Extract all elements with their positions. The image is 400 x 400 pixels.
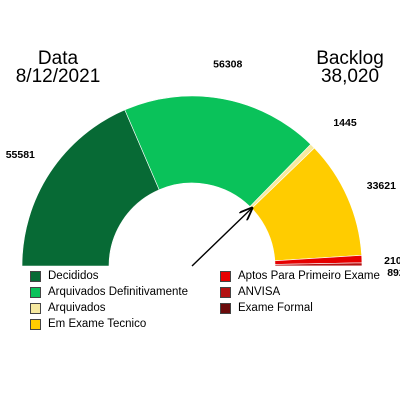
legend-label: Exame Formal: [238, 302, 313, 314]
legend-label: Arquivados: [48, 302, 106, 314]
legend-item-exame-formal: Exame Formal: [220, 302, 313, 314]
legend-item-em-exame-tecnico: Em Exame Tecnico: [30, 318, 146, 330]
data-label-anvisa: 892: [387, 267, 400, 279]
legend-label: Aptos Para Primeiro Exame: [238, 270, 380, 282]
legend-swatch: [220, 286, 231, 298]
date-block: Data 8/12/2021: [12, 48, 104, 87]
legend-item-arquivados: Arquivados: [30, 302, 106, 314]
legend-swatch: [220, 270, 231, 282]
date-value: 8/12/2021: [15, 66, 101, 87]
legend-item-decididos: Decididos: [30, 270, 99, 282]
backlog-block: Backlog 38,020: [300, 48, 400, 87]
legend-label: ANVISA: [238, 286, 281, 298]
legend-label: Em Exame Tecnico: [48, 318, 147, 330]
data-label-em-exame-tecnico: 33621: [367, 180, 396, 192]
legend-swatch: [30, 302, 41, 314]
legend-item-aptos-para-primeiro-exame: Aptos Para Primeiro Exame: [220, 270, 380, 282]
legend-label: Decididos: [48, 270, 99, 282]
backlog-value: 38,020: [320, 66, 380, 87]
legend-item-anvisa: ANVISA: [220, 286, 280, 298]
legend-item-arquivados-definitivamente: Arquivados Definitivamente: [30, 286, 188, 298]
data-label-decididos: 55581: [6, 149, 35, 161]
gauge-segment-arquivados-definitivamente: [124, 95, 312, 208]
legend-swatch: [30, 318, 41, 330]
backlog-label: Backlog: [316, 48, 384, 69]
date-label: Data: [37, 48, 79, 69]
data-label-arquivados: 1445: [333, 117, 357, 129]
gauge-segment-decididos: [21, 109, 160, 267]
data-label-arquivados-definitivamente: 56308: [213, 58, 242, 70]
legend-label: Arquivados Definitivamente: [48, 286, 188, 298]
gauge-needle-arrow: [191, 208, 252, 267]
legend-swatch: [30, 286, 41, 298]
legend-swatch: [220, 302, 231, 314]
data-label-aptos-para-primeiro-exame: 2102: [384, 255, 400, 267]
legend-swatch: [30, 270, 41, 282]
